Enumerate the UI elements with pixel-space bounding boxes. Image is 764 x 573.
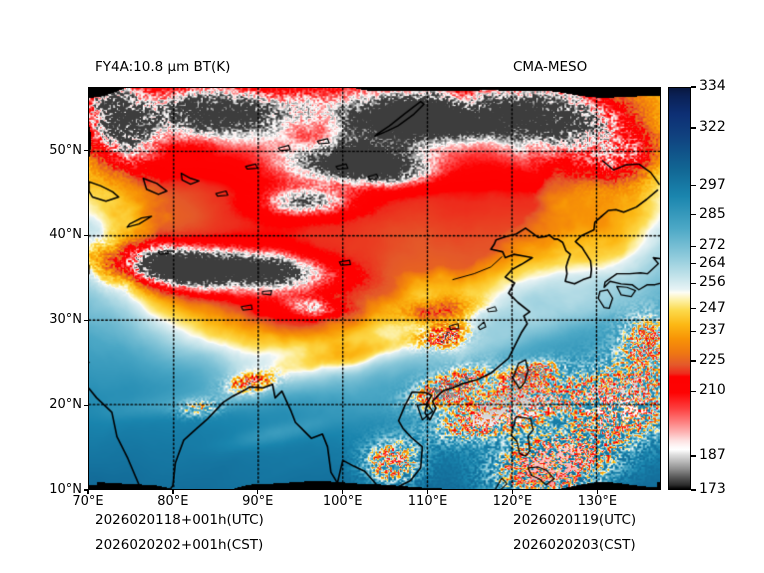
- longitude-tick-label: 110°E: [407, 494, 448, 509]
- colorbar-tickmark: [691, 489, 696, 491]
- longitude-tick-label: 120°E: [492, 494, 533, 509]
- latitude-tick-label: 40°N: [49, 227, 82, 243]
- latitude-tickmark: [84, 404, 88, 406]
- colorbar-tick-label: 264: [699, 254, 726, 271]
- colorbar-tick-label: 173: [699, 481, 726, 497]
- colorbar-tick-label: 247: [699, 299, 726, 316]
- longitude-tickmark: [87, 490, 89, 494]
- latitude-tick-label: 20°N: [49, 397, 82, 413]
- latitude-tick-label: 10°N: [49, 482, 82, 497]
- colorbar-tick-label: 187: [699, 447, 726, 464]
- longitude-tickmark: [257, 490, 259, 494]
- colorbar-tickmark: [691, 360, 696, 362]
- latitude-tick-label: 50°N: [49, 142, 82, 158]
- latitude-tickmark: [84, 234, 88, 237]
- longitude-tickmark: [511, 490, 514, 494]
- latitude-tickmark: [84, 319, 88, 321]
- footer-valid-time-utc: 2026020118+001h(UTC): [95, 512, 264, 528]
- chart-title-right: CMA-MESO: [513, 59, 588, 75]
- longitude-tickmark: [342, 490, 344, 494]
- colorbar-tick-label: 285: [699, 205, 726, 222]
- latitude-tickmark: [84, 149, 88, 152]
- map-raster: [89, 88, 660, 489]
- colorbar-tickmark: [691, 127, 696, 129]
- colorbar-tickmark: [691, 262, 696, 265]
- longitude-tick-label: 100°E: [322, 494, 363, 509]
- latitude-tick-label: 30°N: [49, 312, 82, 328]
- colorbar-tick-label: 297: [699, 176, 726, 193]
- longitude-tick-label: 130°E: [577, 494, 618, 509]
- colorbar-tickmark: [691, 455, 696, 457]
- colorbar-tick-label: 210: [699, 382, 726, 399]
- colorbar-tickmark: [691, 390, 696, 392]
- longitude-tick-label: 80°E: [157, 494, 189, 509]
- latitude-tickmark: [84, 489, 88, 491]
- footer-observation-time-utc: 2026020119(UTC): [513, 512, 637, 528]
- footer-observation-time-cst: 2026020203(CST): [513, 537, 636, 553]
- colorbar-tickmark: [691, 282, 696, 284]
- colorbar-tick-label: 225: [699, 352, 726, 369]
- colorbar-tickmark: [691, 308, 696, 310]
- colorbar-tickmark: [691, 185, 696, 187]
- colorbar-tick-label: 237: [699, 322, 726, 339]
- longitude-tick-label: 90°E: [242, 494, 274, 509]
- colorbar-tick-label: 256: [699, 274, 726, 291]
- colorbar-tick-label: 272: [699, 237, 726, 254]
- footer-valid-time-cst: 2026020202+001h(CST): [95, 537, 264, 553]
- chart-title-left: FY4A:10.8 μm BT(K): [95, 59, 231, 75]
- satellite-brightness-temperature-map: [88, 87, 661, 490]
- colorbar-tick-label: 334: [699, 78, 726, 94]
- colorbar-tickmark: [691, 86, 696, 88]
- longitude-tick-label: 70°E: [72, 494, 104, 509]
- colorbar-tickmark: [691, 245, 696, 247]
- longitude-tickmark: [172, 490, 174, 494]
- colorbar-tickmark: [691, 214, 696, 216]
- longitude-tickmark: [596, 490, 598, 494]
- longitude-tickmark: [426, 490, 429, 494]
- colorbar-tickmark: [691, 330, 696, 332]
- colorbar-gradient: [668, 87, 691, 490]
- colorbar-tick-label: 322: [699, 119, 726, 136]
